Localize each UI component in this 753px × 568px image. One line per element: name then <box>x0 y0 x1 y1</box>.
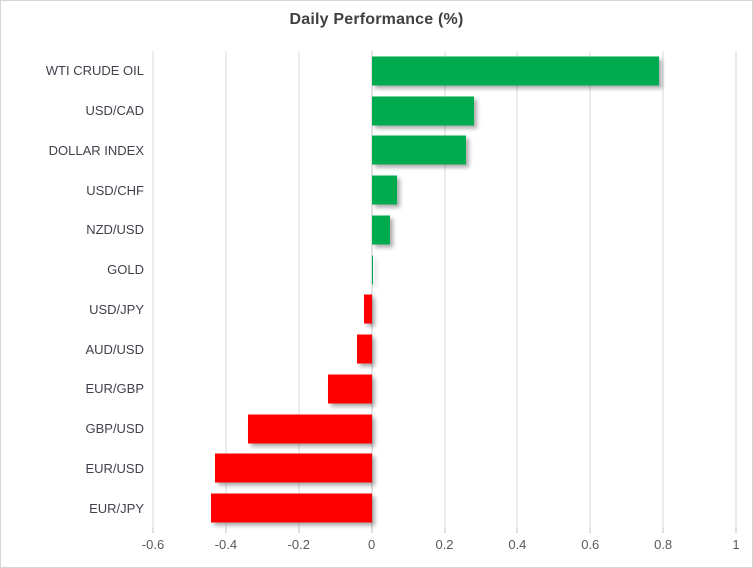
x-axis-ticks <box>152 528 737 533</box>
bar-nzd-usd <box>371 215 390 245</box>
x-axis-tick-label: -0.4 <box>214 537 238 552</box>
bar-wti-crude-oil <box>371 56 660 86</box>
axis-tick-mark <box>516 528 518 533</box>
gridline <box>516 51 518 528</box>
x-axis-tick-label: -0.2 <box>287 537 310 552</box>
x-axis-tick-label: 0.2 <box>435 537 454 552</box>
axis-tick-mark <box>589 528 591 533</box>
gridline <box>152 51 154 528</box>
chart-title: Daily Performance (%) <box>289 11 464 28</box>
x-axis-tick-label: -0.6 <box>141 537 165 552</box>
x-axis-tick-label: 0.4 <box>508 537 527 552</box>
x-axis-tick-label: 0.6 <box>581 537 600 552</box>
bar-row <box>153 51 736 91</box>
category-labels: WTI CRUDE OIL USD/CAD DOLLAR INDEX USD/CHF N… <box>1 51 144 528</box>
bar-row <box>153 329 736 369</box>
axis-tick-mark <box>225 528 227 533</box>
bar-row <box>153 210 736 250</box>
category-label: USD/JPY <box>89 301 144 317</box>
bar-row <box>153 131 736 171</box>
bar-row <box>153 290 736 330</box>
bar-eur-jpy <box>211 493 372 523</box>
bar-eur-gbp <box>327 374 372 404</box>
bar-row <box>153 250 736 290</box>
bar-row <box>153 488 736 528</box>
category-label: WTI CRUDE OIL <box>45 63 144 79</box>
axis-tick-mark <box>371 528 373 533</box>
category-label: EUR/GBP <box>85 381 144 397</box>
bar-rows <box>153 51 736 528</box>
plot-area <box>152 51 737 528</box>
axis-tick-mark <box>298 528 300 533</box>
category-label: NZD/USD <box>86 222 144 238</box>
axis-tick-mark <box>152 528 154 533</box>
category-label: USD/CAD <box>85 103 144 119</box>
category-label: AUD/USD <box>85 341 144 357</box>
bar-aud-usd <box>357 334 372 364</box>
bar-row <box>153 91 736 131</box>
x-axis-tick-label: 0 <box>368 537 376 552</box>
bar-row <box>153 449 736 489</box>
gridline <box>444 51 445 528</box>
category-label: USD/CHF <box>86 182 144 198</box>
gridline <box>589 51 591 528</box>
bar-gbp-usd <box>247 414 372 444</box>
bar-dollar-index <box>371 135 467 165</box>
bar-row <box>153 409 736 449</box>
category-label: EUR/JPY <box>89 500 144 516</box>
gridline <box>662 51 664 528</box>
axis-tick-mark <box>662 528 664 533</box>
x-axis-tick-label: 1 <box>732 537 740 552</box>
zero-gridline <box>371 51 373 528</box>
axis-tick-mark <box>735 528 737 533</box>
category-label: EUR/USD <box>85 460 144 476</box>
bar-usd-chf <box>371 175 398 205</box>
bar-usd-cad <box>371 96 474 126</box>
bar-row <box>153 369 736 409</box>
bar-gold <box>371 255 373 285</box>
x-axis-labels: -0.6 -0.4 -0.2 0 0.2 0.4 0.6 0.8 1 <box>142 537 740 553</box>
x-axis-tick-label: 0.8 <box>654 537 673 552</box>
axis-tick-mark <box>444 528 445 533</box>
gridline <box>735 51 737 528</box>
category-label: GOLD <box>107 262 144 278</box>
gridline <box>225 51 227 528</box>
category-label: DOLLAR INDEX <box>48 142 144 158</box>
bar-row <box>153 170 736 210</box>
gridline <box>298 51 300 528</box>
bar-eur-usd <box>214 453 372 483</box>
category-label: GBP/USD <box>85 421 144 437</box>
bar-usd-jpy <box>364 294 372 324</box>
